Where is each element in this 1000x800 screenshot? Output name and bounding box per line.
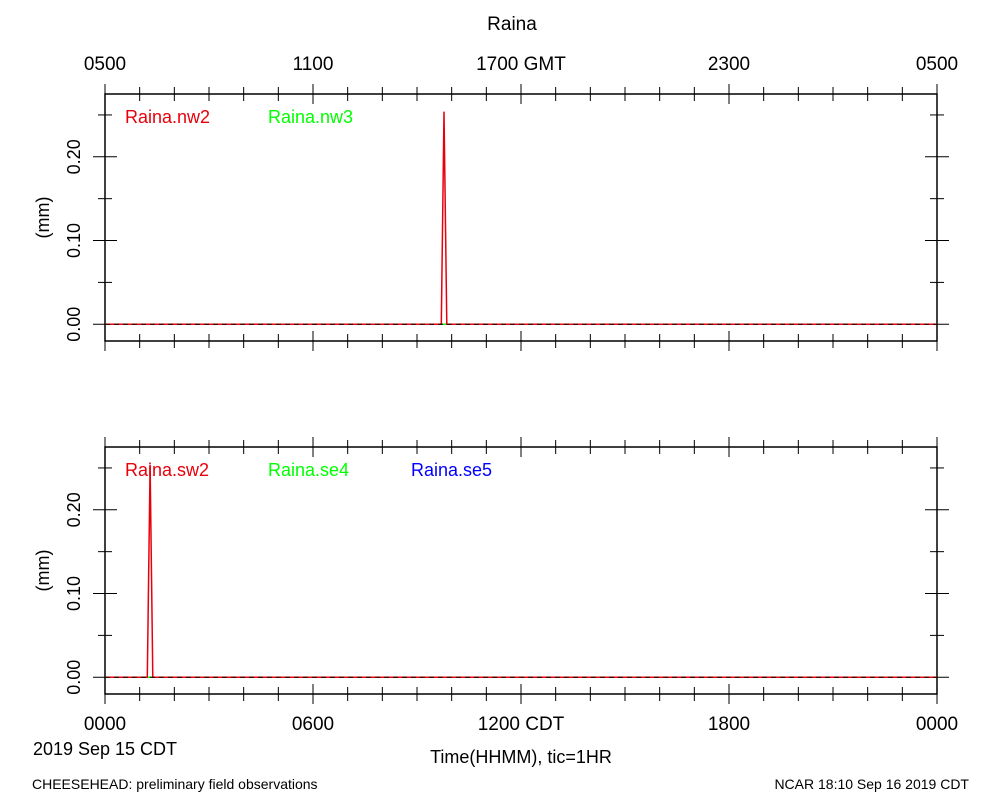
- date-label: 2019 Sep 15 CDT: [33, 739, 177, 759]
- footer-left: CHEESEHEAD: preliminary field observatio…: [32, 776, 318, 792]
- y-tick-label: 0.00: [64, 660, 84, 695]
- legend-entry: Raina.sw2: [125, 460, 209, 480]
- top-axis-tick-label: 0500: [916, 54, 958, 75]
- legend-entry: Raina.nw2: [125, 107, 210, 127]
- y-tick-label: 0.10: [64, 223, 84, 258]
- x-axis-label: Time(HHMM), tic=1HR: [430, 747, 612, 767]
- top-axis-tick-label: 2300: [708, 54, 750, 75]
- bottom-axis-tick-label: 0600: [292, 714, 334, 735]
- bottom-axis-tick-label: 1200 CDT: [478, 714, 565, 735]
- legend-entry: Raina.nw3: [268, 107, 353, 127]
- footer-right: NCAR 18:10 Sep 16 2019 CDT: [774, 776, 969, 792]
- series-line: [105, 111, 937, 326]
- top-panel: 0.00 0.10 0.20 (mm) 0500 1100 1700 GMT 2300 0500…: [33, 54, 958, 351]
- y-axis-label: (mm): [33, 550, 53, 592]
- bottom-axis-tick-label: 0000: [84, 714, 126, 735]
- y-tick-label: 0.10: [64, 576, 84, 611]
- bottom-axis-tick-label: 1800: [708, 714, 750, 735]
- plot-frame: [104, 446, 938, 695]
- y-tick-label: 0.20: [64, 139, 84, 174]
- plot-frame: [104, 93, 938, 342]
- y-tick-label: 0.20: [64, 492, 84, 527]
- y-tick-label: 0.00: [64, 307, 84, 342]
- top-axis-tick-label: 0500: [84, 54, 126, 75]
- bottom-axis-tick-label: 0000: [916, 714, 958, 735]
- page-title: Raina: [487, 14, 537, 35]
- y-axis-label: (mm): [33, 197, 53, 239]
- top-axis-tick-label: 1700 GMT: [476, 54, 566, 75]
- series-line: [105, 464, 937, 679]
- bottom-panel: 0.00 0.10 0.20 (mm) 0000 0600 1200 CDT 1800 0000…: [33, 437, 958, 735]
- top-axis-tick-label: 1100: [293, 54, 334, 75]
- legend-entry: Raina.se5: [411, 460, 492, 480]
- legend-entry: Raina.se4: [268, 460, 349, 480]
